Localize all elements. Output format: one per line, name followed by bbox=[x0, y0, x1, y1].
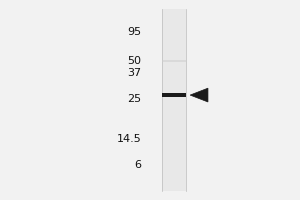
Text: 95: 95 bbox=[127, 27, 141, 37]
Text: 6: 6 bbox=[134, 160, 141, 170]
Text: 37: 37 bbox=[127, 68, 141, 78]
Text: 14.5: 14.5 bbox=[116, 134, 141, 144]
FancyBboxPatch shape bbox=[162, 60, 186, 62]
FancyBboxPatch shape bbox=[162, 9, 186, 191]
Text: 50: 50 bbox=[127, 56, 141, 66]
Polygon shape bbox=[190, 88, 208, 102]
Text: 25: 25 bbox=[127, 94, 141, 104]
FancyBboxPatch shape bbox=[162, 93, 186, 97]
